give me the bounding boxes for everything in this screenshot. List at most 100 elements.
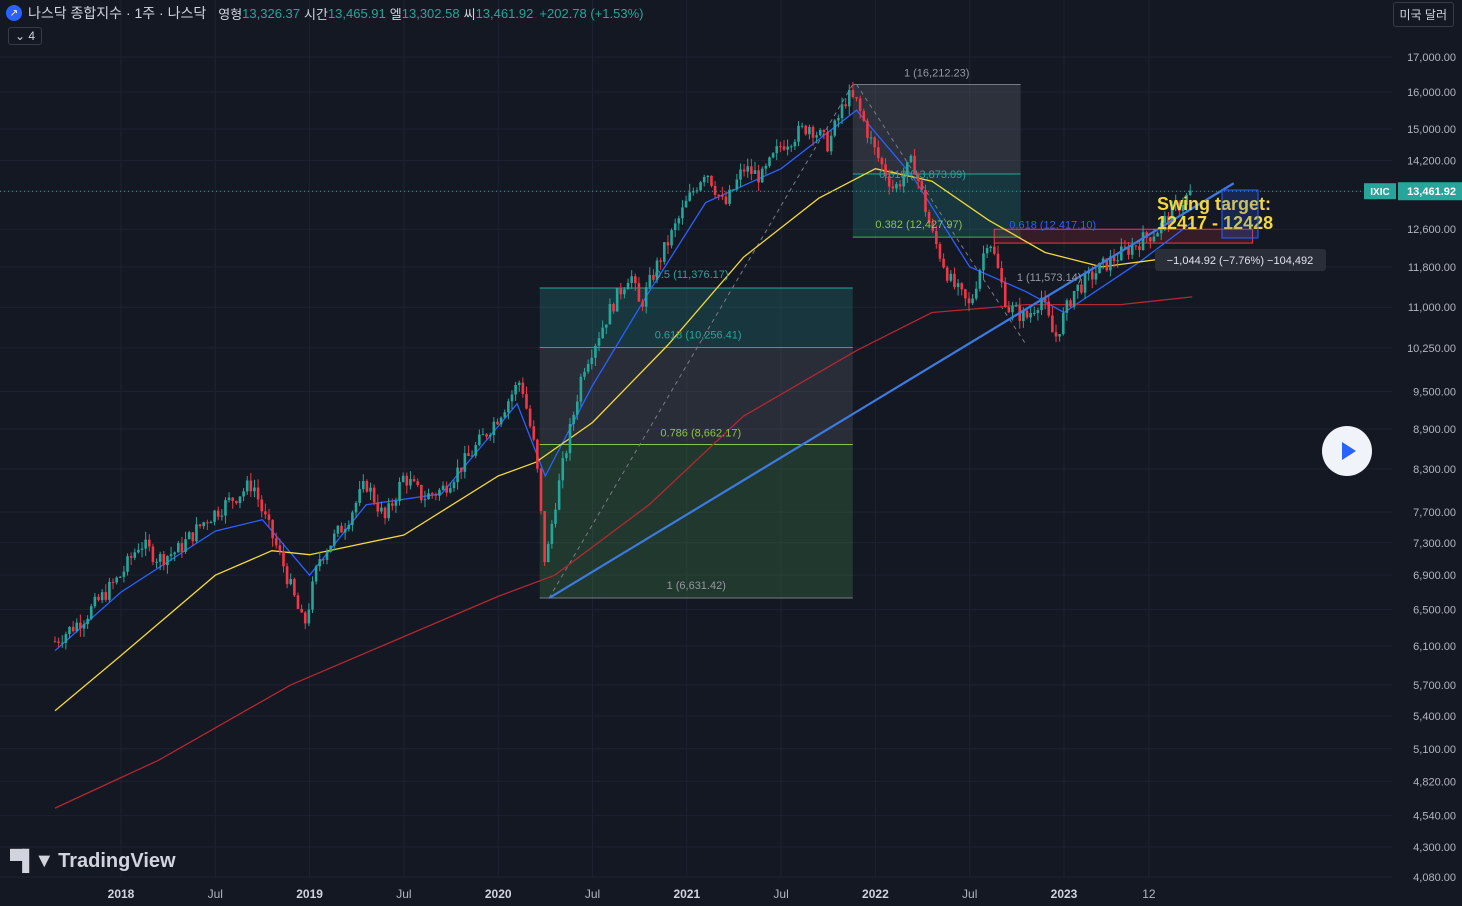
time-tick-label: 2018	[108, 887, 135, 901]
candle-body	[753, 170, 757, 174]
candle-body	[380, 507, 383, 512]
candle-body	[1170, 204, 1174, 225]
candle-body	[329, 545, 332, 553]
candle-body	[517, 382, 521, 386]
candle-body	[960, 283, 964, 290]
candle-body	[916, 174, 920, 181]
candle-body	[1109, 256, 1112, 271]
candle-body	[369, 487, 372, 492]
candle-body	[137, 549, 140, 553]
candle-body	[1072, 290, 1076, 307]
open-value: 13,326.37	[242, 5, 301, 21]
candle-body	[724, 196, 728, 204]
candle-body	[155, 561, 158, 563]
candle-body	[1054, 332, 1058, 337]
indicator-toggle-button[interactable]: ⌄ 4	[8, 27, 43, 45]
candle-body	[931, 222, 935, 232]
candle-body	[1007, 306, 1011, 313]
candle-body	[633, 276, 637, 284]
candle-body	[492, 421, 496, 435]
candle-body	[300, 608, 303, 613]
close-label: 씨	[463, 6, 476, 22]
price-tick-label: 8,300.00	[1413, 464, 1456, 476]
candle-body	[655, 260, 659, 280]
candle-body	[514, 385, 517, 395]
price-tick-label: 6,900.00	[1413, 570, 1456, 582]
candle-body	[1123, 246, 1127, 248]
candle-body	[543, 511, 546, 563]
candle-body	[245, 480, 249, 492]
candle-body	[779, 146, 782, 148]
candle-body	[1036, 310, 1040, 313]
candle-body	[771, 153, 775, 158]
candle-body	[68, 626, 71, 635]
measure-label: −1,044.92 (−7.76%) −104,492	[1167, 255, 1313, 267]
candle-body	[862, 111, 866, 121]
candle-body	[209, 521, 213, 524]
candle-body	[1163, 216, 1167, 223]
candle-body	[282, 550, 285, 567]
candle-body	[851, 89, 855, 98]
time-tick-label: 2023	[1051, 887, 1078, 901]
symbol-title[interactable]: 나스닥 종합지수 · 1주 · 나스닥	[28, 5, 207, 21]
candle-body	[488, 434, 492, 437]
candle-body	[231, 497, 235, 502]
candle-body	[351, 512, 354, 526]
candle-body	[887, 176, 891, 187]
price-tick-label: 4,540.00	[1413, 811, 1456, 823]
candle-body	[470, 455, 474, 457]
candle-body	[111, 581, 115, 583]
time-tick-label: Jul	[585, 887, 600, 901]
candle-body	[332, 533, 336, 546]
tradingview-watermark[interactable]: ▀▌▼ TradingView	[10, 850, 176, 873]
candle-body	[452, 482, 456, 489]
candle-body	[822, 130, 826, 133]
candle-body	[815, 135, 818, 138]
candle-body	[354, 502, 358, 513]
low-label: 엘	[389, 6, 402, 22]
candle-body	[1032, 312, 1036, 314]
candle-body	[318, 559, 322, 567]
candle-body	[604, 324, 608, 328]
low-value: 13,302.58	[401, 5, 460, 21]
candle-body	[180, 543, 184, 552]
candle-body	[597, 338, 601, 346]
time-tick-label: 2022	[862, 887, 889, 901]
candle-body	[467, 453, 470, 456]
replay-play-button[interactable]	[1322, 426, 1372, 476]
candle-body	[361, 481, 365, 490]
candle-body	[115, 577, 118, 583]
candle-body	[804, 125, 808, 135]
candle-body	[521, 382, 525, 394]
price-tick-label: 4,080.00	[1413, 872, 1456, 884]
candle-body	[445, 485, 448, 493]
candle-body	[637, 283, 641, 302]
candle-body	[184, 539, 187, 552]
candle-body	[1112, 256, 1116, 262]
candle-body	[303, 612, 307, 624]
candle-body	[877, 147, 880, 159]
candle-body	[793, 141, 797, 147]
candle-body	[449, 488, 452, 493]
price-tick-label: 17,000.00	[1407, 52, 1456, 64]
candle-body	[82, 624, 86, 629]
candle-body	[336, 525, 340, 534]
currency-button[interactable]: 미국 달러	[1392, 2, 1454, 27]
candle-body	[880, 158, 884, 165]
candle-body	[499, 417, 503, 425]
candle-body	[735, 179, 739, 190]
close-value: 13,461.92	[475, 5, 534, 21]
tradingview-wordmark: TradingView	[58, 850, 176, 872]
candle-body	[1116, 260, 1119, 262]
candle-body	[721, 194, 724, 197]
candle-body	[430, 493, 434, 495]
candle-body	[847, 89, 851, 107]
candle-body	[438, 489, 441, 496]
fib2-zone-a	[539, 287, 853, 348]
fib1-618-label: 0.618 (13,873.09)	[879, 169, 966, 181]
candle-body	[982, 253, 985, 271]
candle-body	[586, 364, 590, 372]
candle-body	[866, 120, 869, 138]
candle-body	[684, 200, 688, 208]
